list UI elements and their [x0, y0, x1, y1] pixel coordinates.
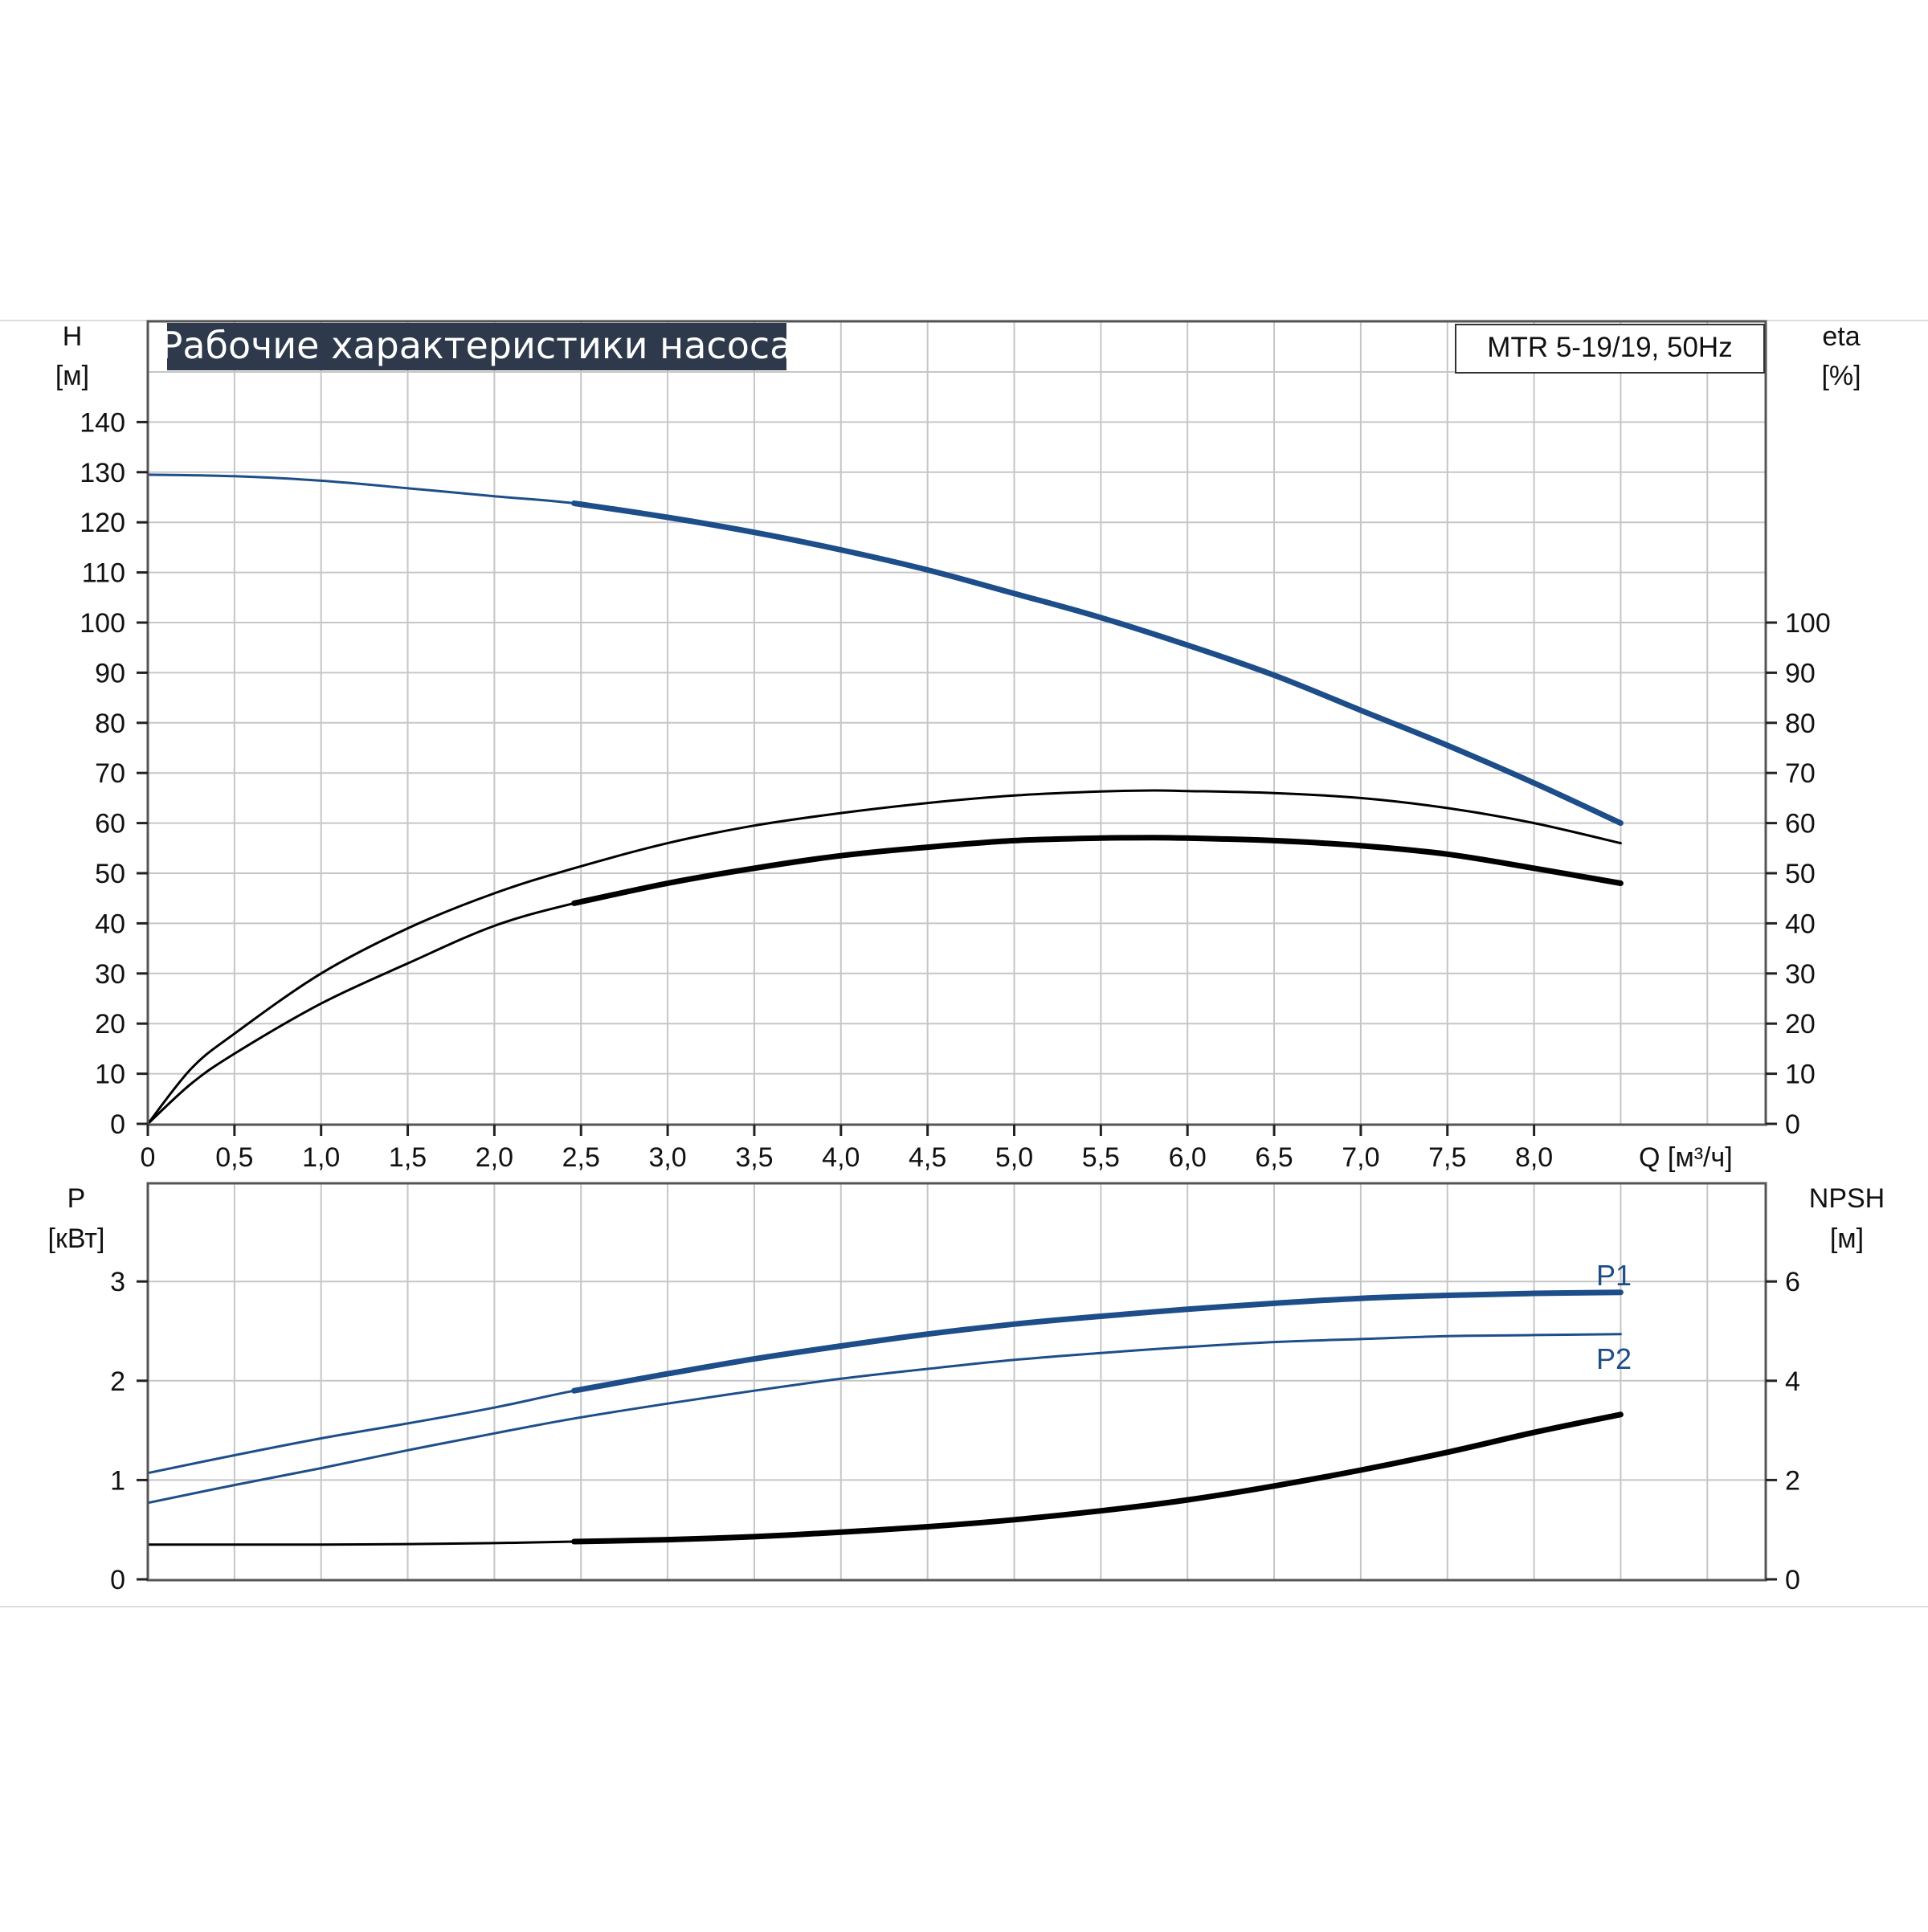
tick-label-h: 120 [80, 508, 125, 538]
curve-eta-total-operating-range [571, 835, 1624, 906]
tick-label-q: 7,5 [1428, 1142, 1466, 1173]
tick-label-h: 50 [95, 859, 125, 889]
tick-label-h: 100 [80, 608, 125, 639]
tick-label-eta: 30 [1785, 959, 1816, 990]
tick-label-h: 40 [95, 909, 125, 939]
tick-label-eta: 70 [1785, 758, 1816, 789]
curve-eta [146, 789, 1622, 1125]
tick-label-p: 0 [110, 1565, 125, 1595]
tick-label-h: 30 [95, 959, 125, 990]
curve-p2 [146, 1333, 1622, 1505]
tick-label-eta: 0 [1785, 1109, 1800, 1140]
tick-label-eta: 10 [1785, 1060, 1816, 1090]
tick-label-h: 70 [95, 758, 125, 789]
tick-label-h: 110 [82, 558, 125, 589]
curve-label-p2: P2 [1596, 1342, 1632, 1375]
curve-h [146, 473, 1622, 825]
model-box [1455, 324, 1765, 374]
tick-label-q: 6,5 [1255, 1142, 1293, 1173]
tick-label-q: 3,0 [648, 1142, 686, 1173]
tick-label-h: 80 [95, 709, 125, 739]
tick-label-q: 5,0 [995, 1142, 1033, 1173]
tick-label-eta: 90 [1785, 658, 1816, 688]
tick-label-p: 3 [110, 1267, 125, 1297]
curve-h-operating-range [571, 500, 1624, 827]
y-right-unit-npsh: [м] [1830, 1223, 1864, 1254]
tick-label-p: 2 [110, 1366, 125, 1397]
tick-label-h: 90 [95, 658, 125, 688]
tick-label-eta: 40 [1785, 909, 1816, 939]
tick-label-q: 2,0 [476, 1142, 513, 1173]
curve-eta-total [146, 836, 1622, 1125]
tick-label-q: 6,0 [1169, 1142, 1207, 1173]
tick-label-npsh: 4 [1785, 1366, 1800, 1397]
tick-label-eta: 20 [1785, 1009, 1816, 1040]
tick-label-eta: 50 [1785, 859, 1816, 889]
tick-label-h: 60 [95, 809, 125, 839]
y-right-label-npsh: NPSH [1809, 1183, 1885, 1214]
tick-label-q: 3,5 [735, 1142, 773, 1173]
tick-label-eta: 80 [1785, 709, 1816, 739]
y-right-label-eta: eta [1822, 321, 1860, 352]
curve-npsh-operating-range [571, 1411, 1624, 1545]
tick-label-q: 0,5 [215, 1142, 253, 1173]
tick-label-q: 1,0 [302, 1142, 340, 1173]
curve-label-p1: P1 [1596, 1259, 1632, 1292]
y-right-unit-eta: [%] [1821, 361, 1861, 391]
tick-label-h: 140 [80, 407, 125, 438]
y-left-unit-h: [м] [55, 361, 89, 391]
tick-label-h: 10 [95, 1060, 125, 1090]
lower-plot-frame [146, 1182, 1767, 1582]
tick-label-q: 4,5 [909, 1142, 946, 1173]
tick-label-q: 1,5 [389, 1142, 427, 1173]
y-left-unit-p: [кВт] [48, 1223, 105, 1254]
tick-label-q: 5,5 [1082, 1142, 1120, 1173]
tick-label-npsh: 0 [1785, 1565, 1800, 1595]
tick-label-h: 0 [110, 1109, 125, 1140]
model-label: MTR 5-19/19, 50Hz [1487, 332, 1732, 363]
chart-title: Рабочие характеристики насоса [161, 324, 793, 367]
y-left-label-p: P [67, 1183, 86, 1214]
tick-label-q: 0 [141, 1142, 156, 1173]
tick-label-q: 4,0 [822, 1142, 860, 1173]
tick-label-q: 7,0 [1342, 1142, 1379, 1173]
curve-p1-operating-range [571, 1289, 1624, 1394]
tick-label-q: 2,5 [562, 1142, 600, 1173]
tick-label-q: 8,0 [1515, 1142, 1553, 1173]
title-box [167, 323, 786, 370]
tick-label-h: 20 [95, 1009, 125, 1040]
tick-label-npsh: 2 [1785, 1465, 1800, 1496]
tick-label-p: 1 [110, 1465, 125, 1496]
tick-label-eta: 100 [1785, 608, 1831, 639]
curve-p1 [146, 1291, 1622, 1475]
y-left-label-h: H [63, 321, 83, 352]
tick-label-eta: 60 [1785, 809, 1816, 839]
x-axis-label: Q [м³/ч] [1639, 1142, 1733, 1173]
tick-label-h: 130 [80, 458, 125, 488]
tick-label-npsh: 6 [1785, 1267, 1800, 1297]
